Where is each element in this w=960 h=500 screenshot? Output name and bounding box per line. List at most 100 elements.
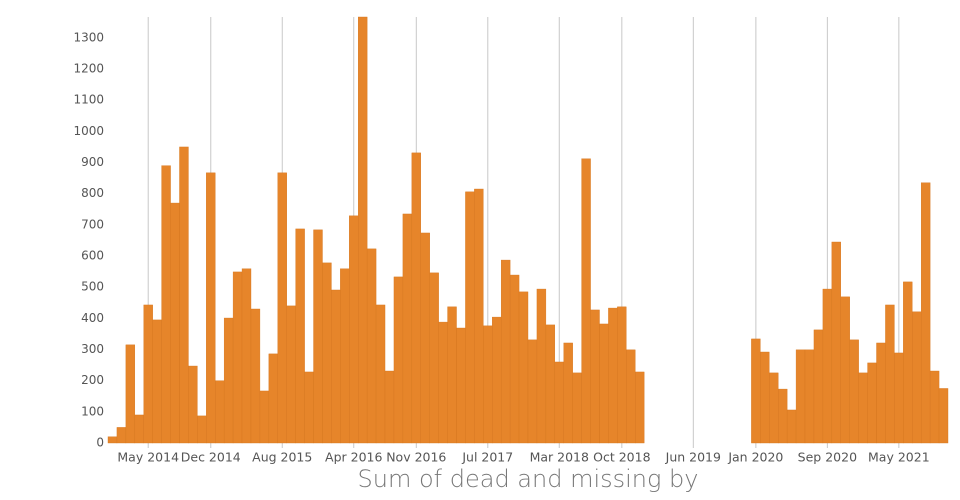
bar [223,317,234,444]
bar [599,323,609,444]
bar [447,306,457,444]
x-tick-label: Apr 2016 [325,450,382,465]
bar [375,304,386,444]
bar [760,351,770,444]
bar [358,16,368,444]
y-tick-label: 900 [81,155,104,169]
bar [831,241,841,444]
bar [938,388,949,444]
bar [608,307,618,444]
bar [769,372,779,444]
bar [483,325,493,444]
x-tick-label: May 2021 [868,450,930,465]
bar [241,268,252,444]
y-tick-label: 1200 [73,62,104,76]
bar [554,361,564,444]
bar [804,349,815,444]
bar [786,409,797,444]
bar [197,415,207,444]
bar [340,268,350,444]
bar [474,188,484,444]
bar [232,271,243,444]
y-tick-label: 800 [81,186,104,200]
x-axis-title: Sum of dead and missing by [358,465,699,493]
bar [840,296,850,444]
bar [456,327,466,444]
bar [563,342,573,444]
bar [188,365,198,444]
bar [366,248,377,444]
bar [268,353,278,444]
bar [617,306,627,444]
x-tick-label: Jan 2020 [727,450,783,465]
bar [170,202,180,444]
bar [322,262,332,444]
bar [518,291,529,444]
bar [626,349,636,444]
y-tick-label: 1300 [73,30,104,44]
bar [116,427,127,444]
bar [161,165,171,444]
bar [813,329,824,444]
bar [384,370,395,444]
bar [581,158,591,444]
y-tick-label: 600 [81,249,104,263]
x-tick-label: Oct 2018 [593,450,650,465]
bar [500,259,511,444]
bar [536,288,547,444]
y-tick-label: 400 [81,311,104,325]
bar [903,281,913,444]
bar [876,342,886,444]
bar [849,339,859,444]
bar [929,370,940,444]
y-tick-label: 200 [81,373,104,387]
y-tick-label: 100 [81,404,104,418]
bar [492,316,502,444]
bar [572,372,582,444]
bar [313,229,323,444]
bar [438,321,448,444]
bar [125,344,136,444]
bar [751,338,761,444]
bar [411,152,421,444]
bar [894,352,904,444]
x-tick-label: Jul 2017 [461,450,513,465]
y-tick-label: 1000 [73,124,104,138]
x-tick-label: Nov 2016 [386,450,446,465]
x-tick-label: Mar 2018 [530,450,589,465]
bar [107,436,118,444]
bar [885,304,895,444]
bar [635,371,645,444]
bar [206,172,216,444]
bar [304,371,314,444]
y-tick-label: 1100 [73,93,104,107]
bar [527,339,538,444]
bar [402,213,413,444]
bar [912,311,922,444]
bar [822,288,833,444]
bar [259,390,270,444]
bar [349,215,359,444]
bar [179,146,189,444]
bar [545,324,556,444]
bar [778,388,788,444]
x-tick-label: May 2014 [117,450,179,465]
bar [420,232,430,444]
y-tick-label: 500 [81,280,104,294]
bar [590,309,600,444]
x-tick-label: Aug 2015 [252,450,312,465]
bar [250,308,261,444]
x-tick-label: Dec 2014 [181,450,241,465]
bar [295,228,305,444]
y-tick-label: 700 [81,217,104,231]
x-tick-label: Jun 2019 [665,450,721,465]
y-tick-label: 0 [96,436,104,450]
bar [858,372,868,444]
bar [465,191,475,444]
bar [286,305,296,444]
bar [277,172,287,444]
bar [867,362,877,444]
bar [509,274,520,444]
bar [152,319,162,444]
